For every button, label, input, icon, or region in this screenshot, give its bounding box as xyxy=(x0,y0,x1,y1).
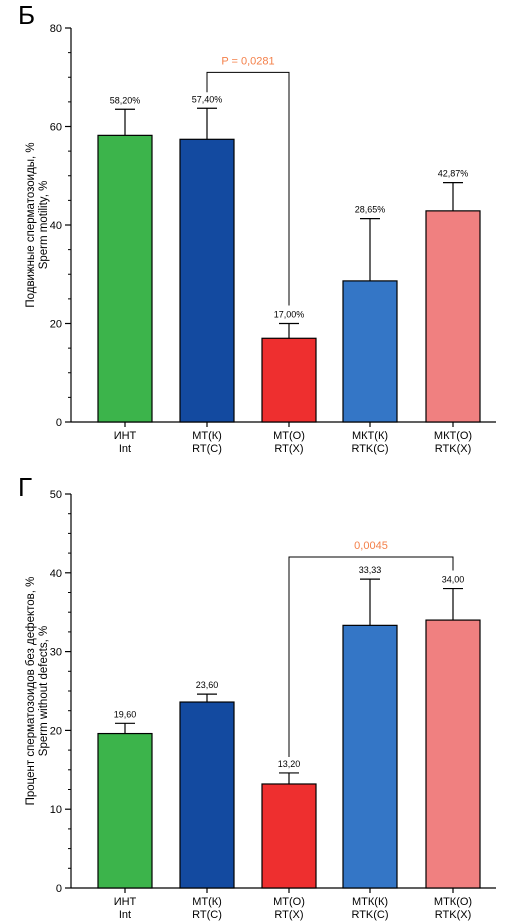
bar xyxy=(261,337,317,423)
category-label: ИНТ xyxy=(114,430,137,442)
category-label: МТ(О) xyxy=(273,896,305,908)
y-axis-title-line: Sperm motility, % xyxy=(38,181,50,270)
value-label: 33,33 xyxy=(359,565,382,575)
category-label: МТК(К) xyxy=(352,896,388,908)
category-label: Int xyxy=(119,443,131,455)
p-value-label: P = 0,0281 xyxy=(221,55,274,67)
value-label: 42,87% xyxy=(438,169,469,179)
y-tick-label: 30 xyxy=(50,647,62,659)
y-axis-title-line: Процент сперматозоидов без дефектов, % xyxy=(25,577,37,806)
y-tick-label: 40 xyxy=(50,568,62,580)
value-label: 19,60 xyxy=(114,709,137,719)
category-label: Int xyxy=(119,909,131,921)
y-tick-label: 40 xyxy=(50,220,62,232)
value-label: 34,00 xyxy=(442,575,465,585)
bar xyxy=(97,732,153,889)
value-label: 28,65% xyxy=(355,205,386,215)
category-label: RT(C) xyxy=(192,909,222,921)
category-label: RTK(X) xyxy=(435,443,471,455)
category-label: RTK(X) xyxy=(435,909,471,921)
category-label: RTK(C) xyxy=(351,443,388,455)
panel-letter: Б xyxy=(18,0,35,30)
p-value-label: 0,0045 xyxy=(354,540,388,552)
y-tick-label: 20 xyxy=(50,319,62,331)
y-tick-label: 10 xyxy=(50,804,62,816)
category-label: RTK(C) xyxy=(351,909,388,921)
value-label: 58,20% xyxy=(110,95,141,105)
category-label: МКТ(К) xyxy=(352,430,388,442)
bar xyxy=(425,619,481,889)
significance-bracket xyxy=(206,71,290,306)
category-label: МТ(К) xyxy=(192,430,222,442)
category-label: RT(X) xyxy=(274,909,303,921)
category-label: RT(X) xyxy=(274,443,303,455)
bar xyxy=(342,624,398,889)
significance-bracket xyxy=(288,556,454,757)
bar xyxy=(342,280,398,423)
bar xyxy=(261,783,317,889)
value-label: 23,60 xyxy=(196,680,219,690)
value-label: 17,00% xyxy=(274,310,305,320)
category-label: ИНТ xyxy=(114,896,137,908)
panel-letter: Г xyxy=(18,472,32,502)
category-label: МТ(К) xyxy=(192,896,222,908)
category-label: МКТ(О) xyxy=(434,430,472,442)
y-tick-label: 0 xyxy=(56,417,62,429)
y-tick-label: 50 xyxy=(50,489,62,501)
y-axis-title-line: Sperm without defects, % xyxy=(38,626,50,756)
category-label: МТК(О) xyxy=(434,896,472,908)
bar xyxy=(179,138,235,423)
y-tick-label: 60 xyxy=(50,122,62,134)
y-tick-label: 80 xyxy=(50,23,62,35)
category-label: RT(C) xyxy=(192,443,222,455)
value-label: 13,20 xyxy=(278,759,301,769)
y-tick-label: 0 xyxy=(56,883,62,895)
value-label: 57,40% xyxy=(192,94,223,104)
bar xyxy=(97,134,153,423)
panel-b-motility: Б 0 20 40 60 80 Подвижные сперматозоиды, %Sper… xyxy=(18,0,496,455)
y-axis-title-line: Подвижные сперматозоиды, % xyxy=(25,142,37,307)
bar xyxy=(425,210,481,423)
y-axis-title: Процент сперматозоидов без дефектов, %Sp… xyxy=(25,577,50,806)
category-label: МТ(О) xyxy=(273,430,305,442)
y-tick-label: 20 xyxy=(50,725,62,737)
bar xyxy=(179,701,235,889)
panel-g-no-defects: Г 0 10 20 30 40 50 Процент сперматозоидов без д… xyxy=(18,472,496,921)
y-axis-title: Подвижные сперматозоиды, %Sperm motility… xyxy=(25,142,50,307)
